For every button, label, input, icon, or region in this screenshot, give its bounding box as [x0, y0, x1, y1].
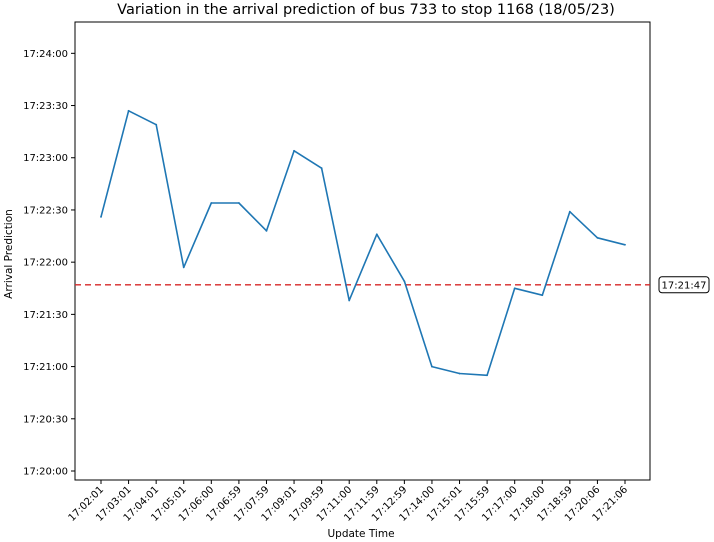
y-tick-label: 17:22:30	[23, 205, 68, 216]
series-line	[100, 110, 626, 377]
data-point	[568, 210, 571, 213]
chart-title: Variation in the arrival prediction of b…	[117, 2, 615, 18]
y-tick-label: 17:23:30	[23, 101, 68, 112]
y-axis-label: Arrival Prediction	[3, 209, 15, 299]
data-point	[431, 365, 433, 368]
data-point	[320, 167, 323, 170]
data-point	[265, 229, 268, 232]
y-tick-label: 17:24:00	[23, 49, 68, 60]
data-point	[458, 372, 461, 375]
x-axis-label: Update Time	[327, 528, 394, 540]
plot-frame	[74, 21, 651, 481]
data-point	[486, 374, 489, 377]
y-tick-label: 17:23:00	[23, 153, 68, 164]
data-point	[210, 202, 213, 204]
data-point	[348, 299, 351, 302]
data-point	[293, 149, 295, 152]
data-point	[624, 243, 626, 246]
y-tick-label: 17:20:00	[23, 467, 68, 478]
y-tick-label: 17:21:00	[23, 362, 68, 373]
y-tick-label: 17:21:30	[23, 310, 68, 321]
data-point	[155, 123, 158, 126]
data-point	[513, 287, 516, 290]
reference-label: 17:21:47	[662, 280, 707, 291]
data-point	[237, 202, 240, 204]
reference-label-box	[658, 276, 710, 294]
data-point	[182, 266, 185, 269]
y-tick-label: 17:22:00	[23, 258, 68, 269]
data-point	[596, 236, 599, 239]
data-point	[100, 216, 102, 218]
data-point	[403, 280, 406, 283]
data-point	[127, 109, 130, 112]
data-point	[541, 294, 544, 297]
y-tick-label: 17:20:30	[23, 414, 68, 425]
plot-area: 17:20:00 17:20:30 17:21:00 17:21:30 17:22:00…	[23, 21, 710, 524]
data-point	[375, 233, 378, 236]
